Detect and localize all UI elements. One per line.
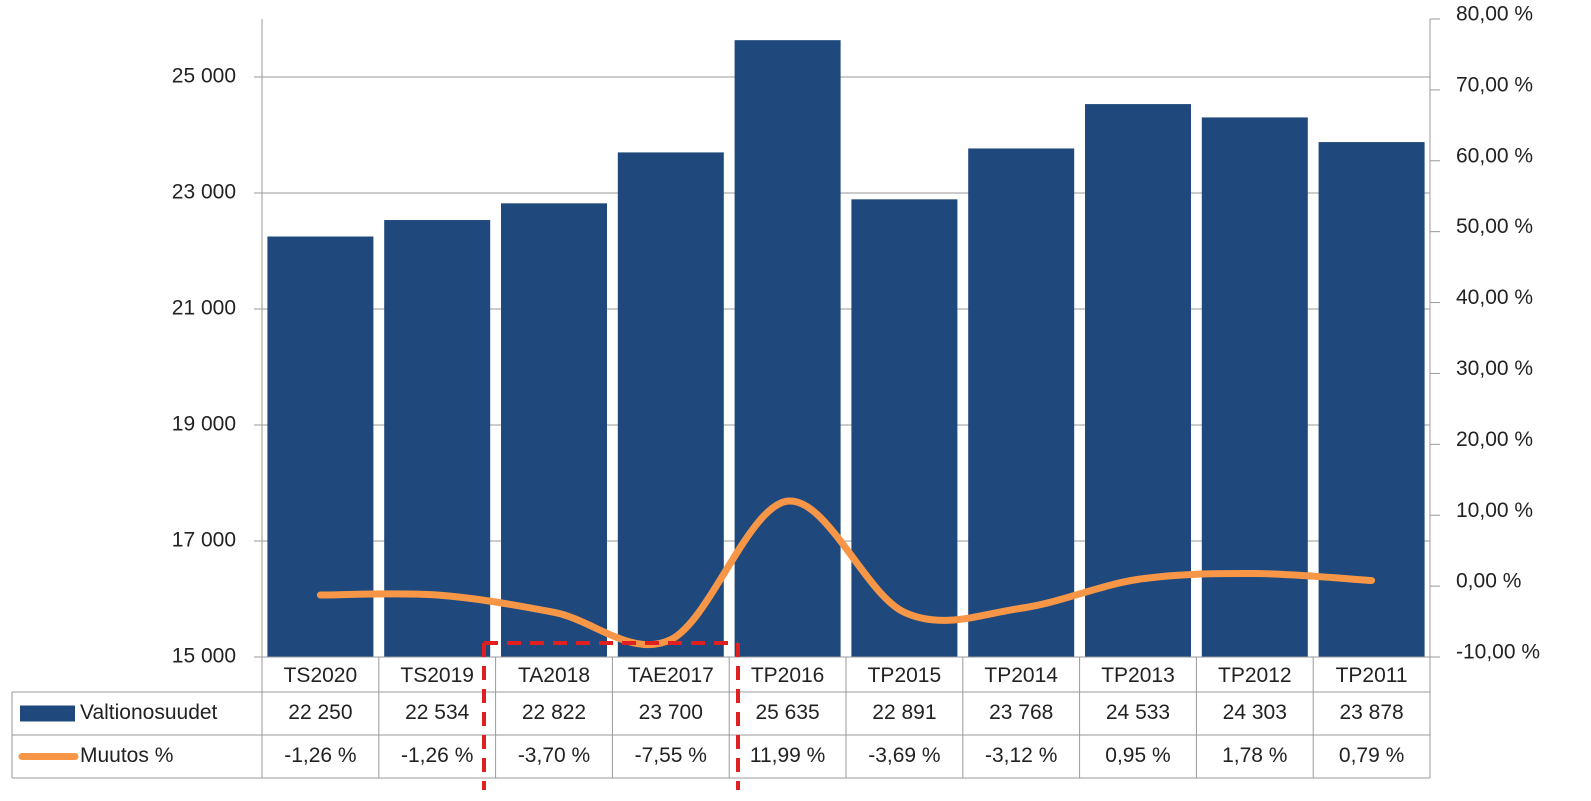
y2-tick-label: 20,00 % (1456, 428, 1533, 451)
y2-tick-label: 70,00 % (1456, 73, 1533, 96)
x-tick-label: TP2015 (868, 664, 942, 687)
x-tick-label: TS2020 (284, 664, 358, 687)
data-table-value: -3,69 % (868, 744, 940, 767)
bar (734, 40, 841, 658)
data-table-value: -7,55 % (635, 744, 707, 767)
y-tick-label: 19 000 (172, 413, 236, 436)
y-tick-label: 23 000 (172, 181, 236, 204)
x-tick-label: TP2014 (984, 664, 1058, 687)
y-tick-label: 15 000 (172, 645, 236, 668)
bar (968, 148, 1075, 657)
plot: 15 000 17 000 19 000 21 000 23 000 25 000 -10,… (11, 3, 1540, 779)
data-table-value: 23 700 (639, 701, 703, 724)
x-tick-label: TP2011 (1336, 664, 1408, 687)
data-table-value: 22 822 (522, 701, 586, 724)
x-tick-label: TA2018 (518, 664, 590, 687)
bar (267, 236, 374, 657)
bar (851, 199, 958, 657)
y-tick-label: 25 000 (172, 65, 236, 88)
y2-tick-label: 30,00 % (1456, 357, 1533, 380)
y2-tick-label: 60,00 % (1456, 144, 1533, 167)
line (316, 497, 1376, 649)
data-table-value: -1,26 % (401, 744, 473, 767)
bar (1085, 104, 1191, 657)
y2-tick-label: 50,00 % (1456, 215, 1533, 238)
data-table-value: 0,95 % (1105, 744, 1170, 767)
bar (1201, 117, 1308, 657)
data-table-value: 23 768 (989, 701, 1053, 724)
data-table-value: 11,99 % (750, 744, 826, 767)
y-tick-label: 17 000 (172, 529, 236, 552)
bar (501, 203, 607, 657)
data-table-value: 22 250 (288, 701, 352, 724)
x-tick-label: TS2019 (400, 664, 474, 687)
data-table-value: 24 533 (1106, 701, 1170, 724)
annotation-lines (482, 641, 740, 790)
x-tick-label: TP2016 (751, 664, 825, 687)
data-table-value: 23 878 (1339, 701, 1403, 724)
y-tick-label: 21 000 (172, 297, 236, 320)
bar (1318, 142, 1425, 658)
x-tick-label: TAE2017 (628, 664, 714, 687)
bar (384, 220, 491, 657)
legend-swatch (20, 705, 75, 722)
x-tick-label: TP2013 (1101, 664, 1175, 687)
legend-label: Muutos % (80, 744, 173, 767)
y2-tick-label: 40,00 % (1456, 286, 1533, 309)
data-table-value: 1,78 % (1222, 744, 1287, 767)
data-table-value: 24 303 (1223, 701, 1287, 724)
y2-tick-label: -10,00 % (1456, 641, 1540, 664)
y2-tick-label: 80,00 % (1456, 3, 1533, 26)
legend-label: Valtionosuudet (80, 701, 218, 724)
data-table-value: 22 891 (872, 701, 936, 724)
data-table-value: -3,70 % (518, 744, 590, 767)
y2-tick-label: 0,00 % (1456, 570, 1521, 593)
x-tick-label: TP2012 (1218, 664, 1292, 687)
bar (617, 152, 724, 657)
data-table-value: -1,26 % (284, 744, 356, 767)
data-table-value: 25 635 (755, 701, 819, 724)
data-table-value: -3,12 % (985, 744, 1057, 767)
data-table-value: 22 534 (405, 701, 470, 724)
y2-tick-label: 10,00 % (1456, 499, 1533, 522)
data-table-value: 0,79 % (1339, 744, 1404, 767)
